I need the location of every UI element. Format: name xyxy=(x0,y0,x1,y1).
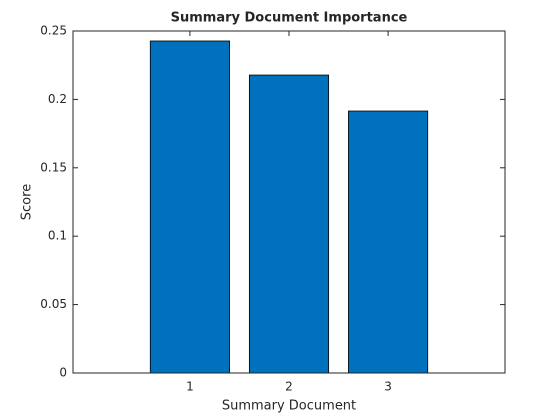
y-tick-label: 0.15 xyxy=(40,160,67,174)
bar xyxy=(149,40,230,374)
x-tick-label: 3 xyxy=(384,380,392,394)
y-tick-label: 0.05 xyxy=(40,297,67,311)
axes-box xyxy=(72,30,506,374)
x-axis-label: Summary Document xyxy=(222,399,356,414)
bar xyxy=(248,74,330,374)
y-tick-label: 0.25 xyxy=(40,24,67,38)
x-tick-label: 1 xyxy=(186,380,194,394)
bar xyxy=(348,110,429,374)
y-tick-label: 0.1 xyxy=(48,229,67,243)
y-tick-label: 0 xyxy=(59,366,67,380)
y-tick-label: 0.2 xyxy=(48,92,67,106)
chart-title: Summary Document Importance xyxy=(171,11,408,26)
y-axis-label: Score xyxy=(20,184,35,220)
x-tick-label: 2 xyxy=(285,380,293,394)
